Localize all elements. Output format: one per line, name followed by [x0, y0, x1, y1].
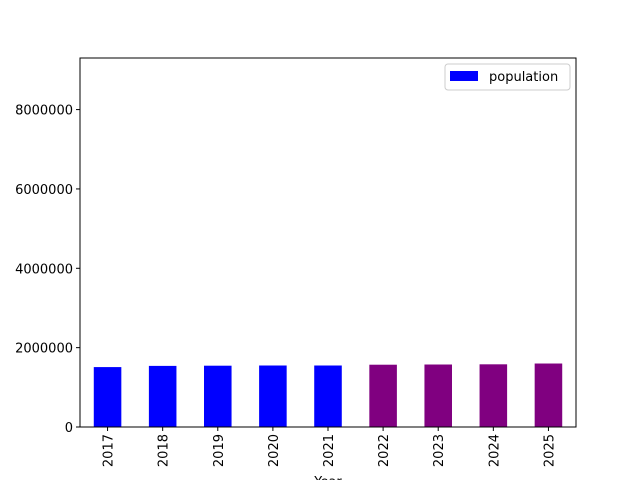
bar	[93, 367, 122, 427]
bar	[534, 363, 563, 427]
x-tick-label: 2023	[432, 434, 447, 467]
y-tick-label: 2000000	[15, 342, 73, 357]
bar	[479, 364, 508, 427]
y-tick-label: 6000000	[15, 183, 73, 198]
x-axis-label: Year	[313, 475, 342, 480]
x-tick-label: 2024	[487, 434, 502, 467]
x-tick-label: 2025	[542, 434, 557, 467]
x-tick-label: 2019	[212, 434, 227, 467]
y-tick-label: 8000000	[15, 104, 73, 119]
legend-box	[444, 63, 571, 91]
bar	[314, 365, 342, 427]
x-tick-label: 2021	[322, 434, 337, 467]
bar	[369, 364, 397, 427]
x-tick-label: 2020	[267, 434, 282, 467]
bar	[148, 365, 177, 427]
bar	[204, 365, 232, 427]
y-tick-label: 4000000	[15, 262, 73, 277]
bar	[424, 364, 452, 427]
legend-label: population	[489, 70, 558, 85]
plot-frame	[79, 57, 577, 428]
x-tick-label: 2017	[102, 434, 117, 467]
x-tick-label: 2018	[157, 434, 172, 467]
bar	[259, 365, 287, 427]
legend-swatch	[450, 71, 478, 81]
y-tick-label: 0	[65, 421, 73, 436]
x-tick-label: 2022	[377, 434, 392, 467]
